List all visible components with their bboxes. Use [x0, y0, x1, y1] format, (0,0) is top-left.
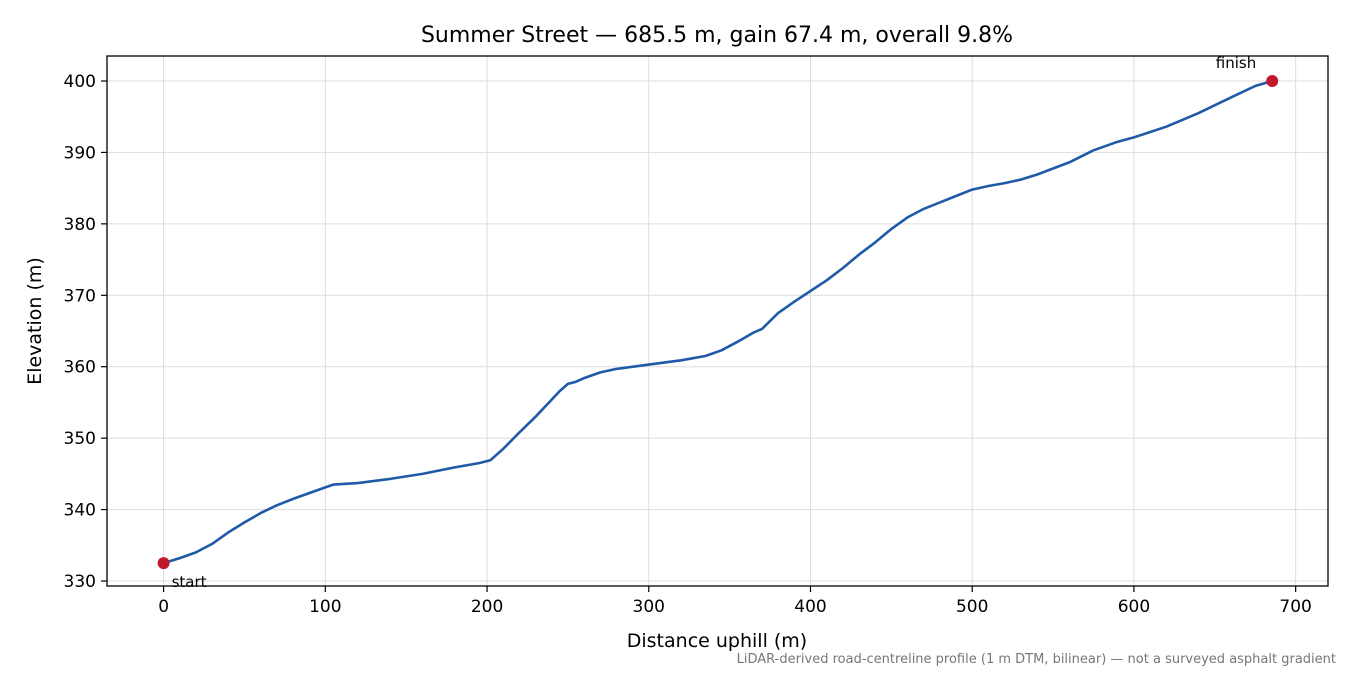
y-tick-label: 360 — [64, 358, 96, 378]
y-tick-label: 340 — [64, 501, 96, 521]
y-tick-label: 330 — [64, 572, 96, 592]
x-tick-label: 0 — [158, 597, 169, 617]
x-tick-label: 500 — [956, 597, 988, 617]
start-marker — [157, 557, 170, 570]
y-tick-label: 370 — [64, 286, 96, 306]
x-tick-label: 200 — [471, 597, 503, 617]
start-label: start — [172, 573, 207, 591]
x-tick-label: 700 — [1279, 597, 1311, 617]
y-axis-label: Elevation (m) — [24, 257, 46, 385]
endpoint-markers: start finish — [157, 54, 1279, 591]
data-source-footnote: LiDAR-derived road-centreline profile (1… — [736, 652, 1336, 667]
x-axis-ticks: 0 100 200 300 400 500 600 700 — [158, 586, 1312, 617]
plot-area — [106, 55, 1329, 587]
elevation-line — [163, 79, 1273, 565]
grid — [107, 56, 1328, 586]
y-tick-label: 400 — [64, 72, 96, 92]
x-tick-label: 300 — [633, 597, 665, 617]
chart-title: Summer Street — 685.5 m, gain 67.4 m, ov… — [421, 23, 1013, 48]
x-tick-label: 600 — [1118, 597, 1150, 617]
x-tick-label: 100 — [309, 597, 341, 617]
x-tick-label: 400 — [794, 597, 826, 617]
y-axis-ticks: 330 340 350 360 370 380 390 400 — [64, 72, 107, 592]
y-tick-label: 380 — [64, 215, 96, 235]
finish-label: finish — [1216, 54, 1256, 72]
y-tick-label: 390 — [64, 143, 96, 163]
finish-marker — [1266, 75, 1279, 87]
y-tick-label: 350 — [64, 429, 96, 449]
x-axis-label: Distance uphill (m) — [627, 630, 807, 652]
